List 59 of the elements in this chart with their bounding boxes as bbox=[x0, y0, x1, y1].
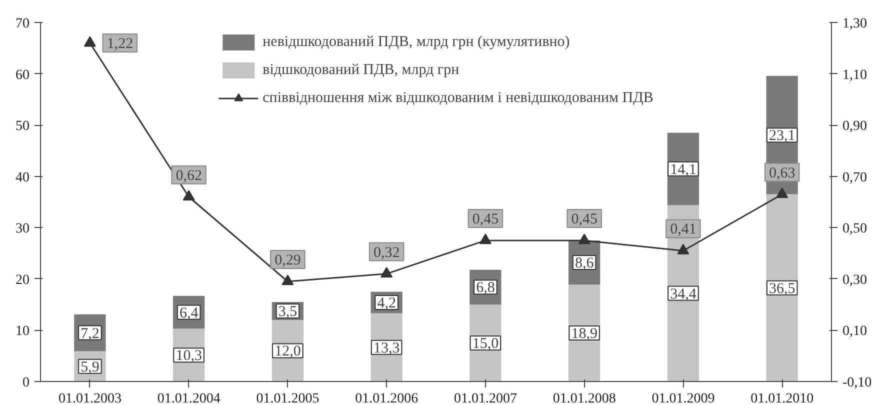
data-label: 8,6 bbox=[574, 256, 594, 272]
point bbox=[578, 234, 590, 244]
point bbox=[84, 36, 96, 47]
x-tick-label: 01.01.2007 bbox=[454, 392, 517, 405]
y-tick-label: 50 bbox=[16, 119, 30, 134]
y2-tick-label: 1,30 bbox=[842, 16, 867, 32]
y2-tick-label: 1,10 bbox=[842, 68, 867, 83]
data-label: 5,9 bbox=[80, 359, 100, 376]
data-label: 18,9 bbox=[571, 326, 598, 342]
point bbox=[677, 244, 690, 254]
data-label: 36,5 bbox=[768, 280, 796, 297]
data-label: 12,0 bbox=[274, 344, 301, 360]
x-tick-label: 01.01.2003 bbox=[58, 392, 122, 405]
point bbox=[479, 234, 492, 244]
data-label: 23,1 bbox=[768, 128, 796, 144]
y2-tick-label: -0,10 bbox=[842, 376, 872, 390]
data-label: 7,2 bbox=[80, 326, 100, 342]
data-label: 0,45 bbox=[571, 211, 598, 228]
data-label: 6,8 bbox=[476, 280, 495, 296]
x-tick-label: 01.01.2005 bbox=[256, 392, 320, 405]
data-label: 3,5 bbox=[278, 304, 298, 320]
point bbox=[182, 190, 195, 201]
x-tick-label: 01.01.2010 bbox=[750, 392, 814, 405]
x-tick-label: 01.01.2006 bbox=[355, 392, 418, 405]
y2-tick-label: 0,90 bbox=[842, 119, 867, 134]
y-tick-label: 60 bbox=[16, 68, 30, 83]
data-label: 0,45 bbox=[472, 211, 499, 228]
y2-tick-label: 0,50 bbox=[842, 222, 867, 237]
y-tick-label: 10 bbox=[16, 324, 30, 340]
y2-tick-label: 0,10 bbox=[842, 324, 867, 340]
y-tick-label: 0 bbox=[22, 376, 30, 390]
data-label: 10,3 bbox=[176, 348, 202, 364]
y-tick-label: 70 bbox=[16, 16, 30, 32]
data-label: 15,0 bbox=[472, 336, 499, 352]
data-label: 14,1 bbox=[670, 162, 696, 178]
legend-label: співвідношення між відшкодованим і невідшкодованим ПДВ bbox=[262, 90, 654, 106]
y2-tick-label: 0,70 bbox=[842, 170, 867, 186]
y-tick-label: 20 bbox=[16, 272, 30, 288]
data-label: 0,41 bbox=[670, 222, 696, 238]
data-label: 0,32 bbox=[373, 244, 400, 261]
x-tick-label: 01.01.2009 bbox=[652, 392, 715, 405]
data-label: 0,29 bbox=[274, 252, 301, 268]
y-tick-label: 40 bbox=[16, 170, 30, 186]
point bbox=[776, 187, 788, 198]
legend-label: невідшкодований ПДВ, млрд грн (кумулятивно) bbox=[262, 34, 570, 50]
x-tick-label: 01.01.2004 bbox=[157, 392, 220, 405]
data-label: 34,4 bbox=[670, 286, 697, 302]
data-label: 0,63 bbox=[768, 165, 796, 182]
data-label: 13,3 bbox=[373, 340, 400, 356]
y2-tick-label: 0,30 bbox=[842, 272, 867, 288]
data-label: 6,4 bbox=[179, 305, 199, 322]
point bbox=[282, 274, 294, 286]
data-label: 1,22 bbox=[106, 36, 134, 52]
data-label: 4,2 bbox=[377, 296, 396, 312]
y-tick-label: 30 bbox=[16, 222, 30, 237]
x-tick-label: 01.01.2008 bbox=[552, 392, 616, 405]
point bbox=[380, 266, 393, 278]
data-label: 0,62 bbox=[176, 168, 202, 184]
legend-label: відшкодований ПДВ, млрд грн bbox=[262, 62, 460, 78]
